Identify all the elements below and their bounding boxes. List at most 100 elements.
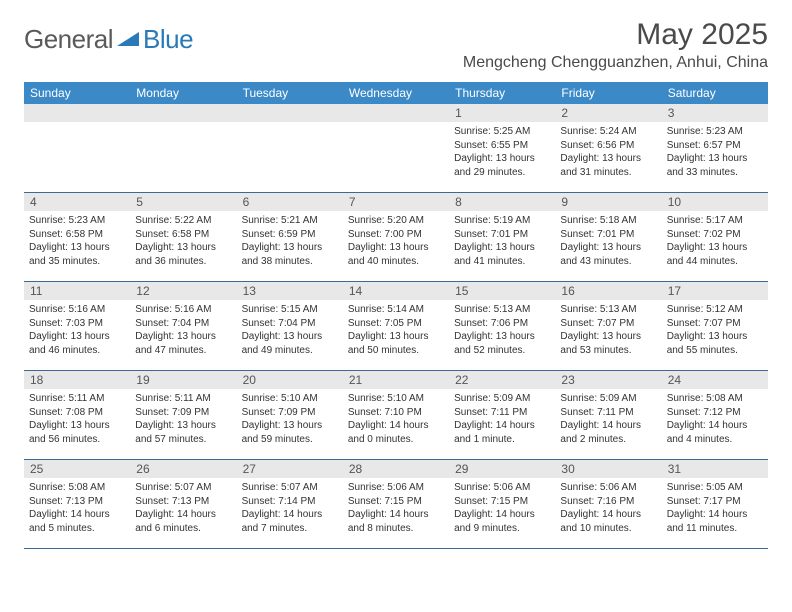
daylight-line: Daylight: 13 hours and 31 minutes. bbox=[560, 152, 656, 179]
daylight-line: Daylight: 13 hours and 55 minutes. bbox=[667, 330, 763, 357]
daylight-line: Daylight: 13 hours and 46 minutes. bbox=[29, 330, 125, 357]
sunrise-line: Sunrise: 5:21 AM bbox=[242, 214, 338, 228]
daylight-line: Daylight: 14 hours and 11 minutes. bbox=[667, 508, 763, 535]
sunset-line: Sunset: 7:16 PM bbox=[560, 495, 656, 509]
day-cell: 18Sunrise: 5:11 AMSunset: 7:08 PMDayligh… bbox=[24, 371, 130, 459]
daylight-line: Daylight: 14 hours and 4 minutes. bbox=[667, 419, 763, 446]
day-number: 24 bbox=[662, 371, 768, 389]
day-details: Sunrise: 5:13 AMSunset: 7:07 PMDaylight:… bbox=[555, 300, 661, 361]
day-details: Sunrise: 5:15 AMSunset: 7:04 PMDaylight:… bbox=[237, 300, 343, 361]
day-cell: 30Sunrise: 5:06 AMSunset: 7:16 PMDayligh… bbox=[555, 460, 661, 548]
day-cell: 2 Sunrise: 5:24 AMSunset: 6:56 PMDaylight… bbox=[555, 104, 661, 192]
day-number: 25 bbox=[24, 460, 130, 478]
sunrise-line: Sunrise: 5:24 AM bbox=[560, 125, 656, 139]
day-number bbox=[24, 104, 130, 122]
day-number: 1 bbox=[449, 104, 555, 122]
sunset-line: Sunset: 6:57 PM bbox=[667, 139, 763, 153]
day-details: Sunrise: 5:14 AMSunset: 7:05 PMDaylight:… bbox=[343, 300, 449, 361]
day-number: 10 bbox=[662, 193, 768, 211]
sunset-line: Sunset: 7:15 PM bbox=[348, 495, 444, 509]
day-cell: 29Sunrise: 5:06 AMSunset: 7:15 PMDayligh… bbox=[449, 460, 555, 548]
day-cell: 23Sunrise: 5:09 AMSunset: 7:11 PMDayligh… bbox=[555, 371, 661, 459]
week-row: 11Sunrise: 5:16 AMSunset: 7:03 PMDayligh… bbox=[24, 282, 768, 371]
daylight-line: Daylight: 13 hours and 59 minutes. bbox=[242, 419, 338, 446]
weekday-header: Wednesday bbox=[343, 82, 449, 104]
weekday-header-row: SundayMondayTuesdayWednesdayThursdayFrid… bbox=[24, 82, 768, 104]
day-number bbox=[130, 104, 236, 122]
day-details: Sunrise: 5:11 AMSunset: 7:09 PMDaylight:… bbox=[130, 389, 236, 450]
day-number: 14 bbox=[343, 282, 449, 300]
day-number: 2 bbox=[555, 104, 661, 122]
day-cell bbox=[343, 104, 449, 192]
day-details: Sunrise: 5:06 AMSunset: 7:15 PMDaylight:… bbox=[343, 478, 449, 539]
day-details: Sunrise: 5:11 AMSunset: 7:08 PMDaylight:… bbox=[24, 389, 130, 450]
sunset-line: Sunset: 7:05 PM bbox=[348, 317, 444, 331]
brand-part1: General bbox=[24, 24, 113, 55]
sunset-line: Sunset: 7:04 PM bbox=[242, 317, 338, 331]
day-number: 6 bbox=[237, 193, 343, 211]
location-subtitle: Mengcheng Chengguanzhen, Anhui, China bbox=[463, 54, 768, 72]
day-number: 22 bbox=[449, 371, 555, 389]
sunset-line: Sunset: 7:15 PM bbox=[454, 495, 550, 509]
day-number: 4 bbox=[24, 193, 130, 211]
sunrise-line: Sunrise: 5:06 AM bbox=[560, 481, 656, 495]
sunrise-line: Sunrise: 5:11 AM bbox=[29, 392, 125, 406]
day-number: 28 bbox=[343, 460, 449, 478]
day-details: Sunrise: 5:06 AMSunset: 7:16 PMDaylight:… bbox=[555, 478, 661, 539]
day-cell: 19Sunrise: 5:11 AMSunset: 7:09 PMDayligh… bbox=[130, 371, 236, 459]
day-cell bbox=[24, 104, 130, 192]
sunrise-line: Sunrise: 5:16 AM bbox=[29, 303, 125, 317]
sunset-line: Sunset: 6:55 PM bbox=[454, 139, 550, 153]
sunset-line: Sunset: 7:00 PM bbox=[348, 228, 444, 242]
daylight-line: Daylight: 14 hours and 5 minutes. bbox=[29, 508, 125, 535]
sunrise-line: Sunrise: 5:10 AM bbox=[348, 392, 444, 406]
daylight-line: Daylight: 13 hours and 36 minutes. bbox=[135, 241, 231, 268]
day-details: Sunrise: 5:05 AMSunset: 7:17 PMDaylight:… bbox=[662, 478, 768, 539]
sunset-line: Sunset: 7:03 PM bbox=[29, 317, 125, 331]
day-cell bbox=[237, 104, 343, 192]
daylight-line: Daylight: 13 hours and 47 minutes. bbox=[135, 330, 231, 357]
sunrise-line: Sunrise: 5:12 AM bbox=[667, 303, 763, 317]
daylight-line: Daylight: 14 hours and 6 minutes. bbox=[135, 508, 231, 535]
day-number: 19 bbox=[130, 371, 236, 389]
day-number: 18 bbox=[24, 371, 130, 389]
sunset-line: Sunset: 6:58 PM bbox=[135, 228, 231, 242]
sunrise-line: Sunrise: 5:22 AM bbox=[135, 214, 231, 228]
day-number: 5 bbox=[130, 193, 236, 211]
weekday-header: Thursday bbox=[449, 82, 555, 104]
day-cell: 3Sunrise: 5:23 AMSunset: 6:57 PMDaylight… bbox=[662, 104, 768, 192]
day-details: Sunrise: 5:10 AMSunset: 7:09 PMDaylight:… bbox=[237, 389, 343, 450]
daylight-line: Daylight: 13 hours and 38 minutes. bbox=[242, 241, 338, 268]
day-details: Sunrise: 5:17 AMSunset: 7:02 PMDaylight:… bbox=[662, 211, 768, 272]
day-details: Sunrise: 5:19 AMSunset: 7:01 PMDaylight:… bbox=[449, 211, 555, 272]
daylight-line: Daylight: 13 hours and 52 minutes. bbox=[454, 330, 550, 357]
sunset-line: Sunset: 6:58 PM bbox=[29, 228, 125, 242]
sunrise-line: Sunrise: 5:13 AM bbox=[454, 303, 550, 317]
day-cell bbox=[130, 104, 236, 192]
sunset-line: Sunset: 7:14 PM bbox=[242, 495, 338, 509]
sunset-line: Sunset: 6:56 PM bbox=[560, 139, 656, 153]
day-details: Sunrise: 5:20 AMSunset: 7:00 PMDaylight:… bbox=[343, 211, 449, 272]
day-cell: 14Sunrise: 5:14 AMSunset: 7:05 PMDayligh… bbox=[343, 282, 449, 370]
day-details: Sunrise: 5:16 AMSunset: 7:03 PMDaylight:… bbox=[24, 300, 130, 361]
brand-part2: Blue bbox=[143, 24, 193, 55]
day-cell: 26Sunrise: 5:07 AMSunset: 7:13 PMDayligh… bbox=[130, 460, 236, 548]
daylight-line: Daylight: 13 hours and 56 minutes. bbox=[29, 419, 125, 446]
daylight-line: Daylight: 13 hours and 43 minutes. bbox=[560, 241, 656, 268]
day-details: Sunrise: 5:18 AMSunset: 7:01 PMDaylight:… bbox=[555, 211, 661, 272]
day-cell: 8Sunrise: 5:19 AMSunset: 7:01 PMDaylight… bbox=[449, 193, 555, 281]
day-number: 31 bbox=[662, 460, 768, 478]
day-details: Sunrise: 5:21 AMSunset: 6:59 PMDaylight:… bbox=[237, 211, 343, 272]
day-details: Sunrise: 5:07 AMSunset: 7:13 PMDaylight:… bbox=[130, 478, 236, 539]
sunset-line: Sunset: 7:04 PM bbox=[135, 317, 231, 331]
title-block: May 2025 Mengcheng Chengguanzhen, Anhui,… bbox=[463, 18, 768, 72]
day-cell: 1Sunrise: 5:25 AMSunset: 6:55 PMDaylight… bbox=[449, 104, 555, 192]
day-number: 3 bbox=[662, 104, 768, 122]
day-cell: 28Sunrise: 5:06 AMSunset: 7:15 PMDayligh… bbox=[343, 460, 449, 548]
day-cell: 9Sunrise: 5:18 AMSunset: 7:01 PMDaylight… bbox=[555, 193, 661, 281]
day-number: 23 bbox=[555, 371, 661, 389]
daylight-line: Daylight: 14 hours and 10 minutes. bbox=[560, 508, 656, 535]
week-row: 1Sunrise: 5:25 AMSunset: 6:55 PMDaylight… bbox=[24, 104, 768, 193]
day-cell: 13Sunrise: 5:15 AMSunset: 7:04 PMDayligh… bbox=[237, 282, 343, 370]
sunrise-line: Sunrise: 5:14 AM bbox=[348, 303, 444, 317]
